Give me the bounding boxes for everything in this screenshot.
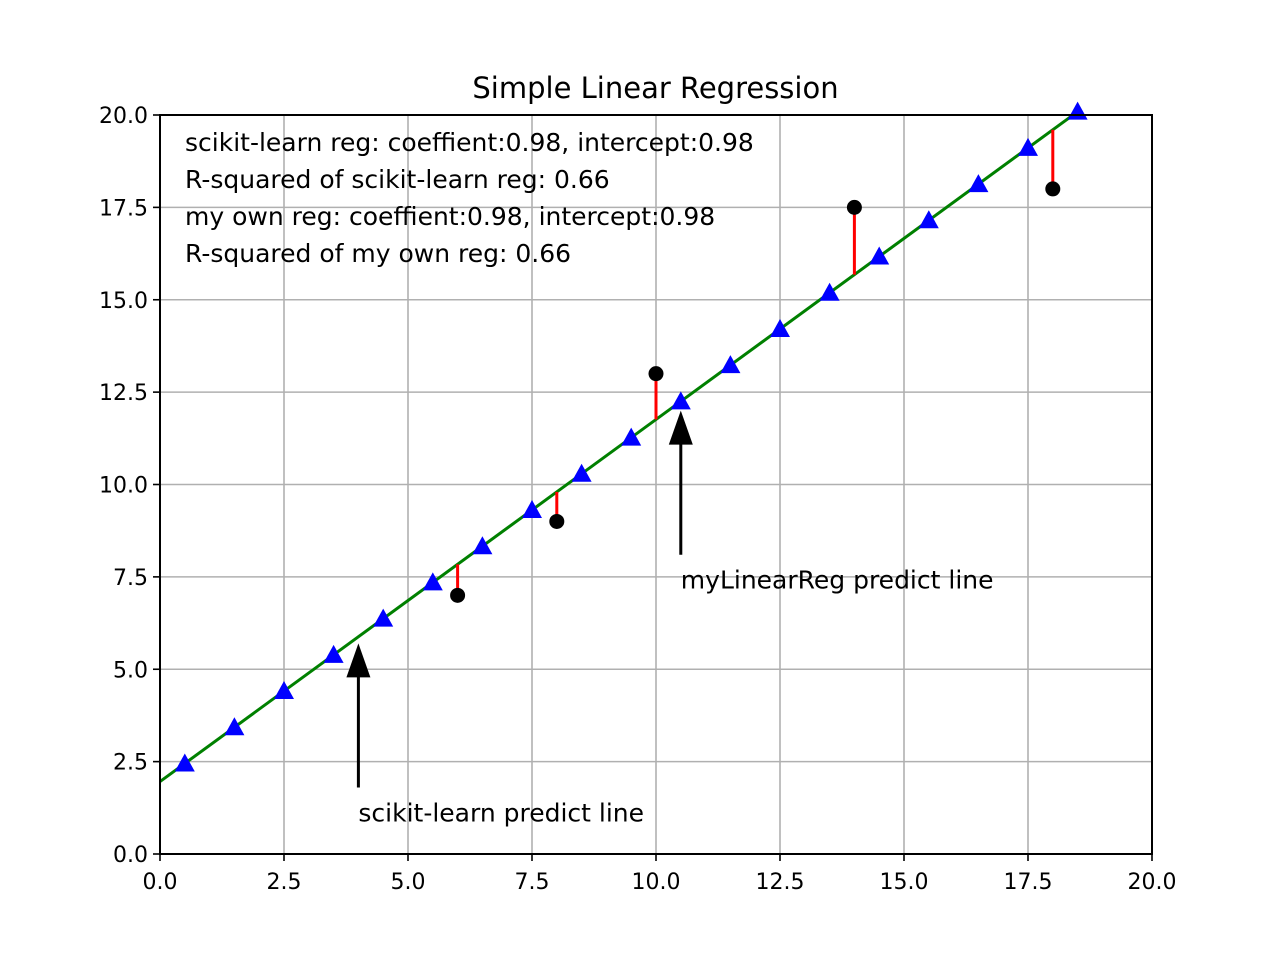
predicted-point	[224, 717, 245, 736]
y-tick-label: 15.0	[99, 289, 148, 314]
predicted-point	[770, 318, 790, 337]
predicted-point	[422, 572, 443, 591]
observed-point	[846, 199, 862, 215]
y-tick-label: 2.5	[113, 751, 148, 776]
predicted-point	[869, 246, 890, 265]
annotation-label: myLinearReg predict line	[681, 566, 994, 595]
x-tick-label: 20.0	[1128, 870, 1177, 895]
predicted-point	[472, 536, 493, 555]
predicted-point	[819, 282, 840, 301]
observed-point	[1045, 181, 1061, 197]
predicted-point	[522, 499, 542, 518]
x-tick-label: 12.5	[756, 870, 805, 895]
x-tick-label: 0.0	[143, 870, 178, 895]
residuals	[456, 129, 1055, 596]
annotation-arrow-head	[346, 643, 371, 678]
predicted-point	[174, 753, 195, 772]
x-tick-label: 7.5	[515, 870, 550, 895]
info-line-own-coef: my own reg: coeffient:0.98, intercept:0.…	[185, 202, 715, 231]
predicted-point	[1067, 101, 1088, 120]
chart-title: Simple Linear Regression	[472, 71, 838, 105]
observed-point	[450, 587, 466, 603]
y-tick-label: 20.0	[99, 104, 148, 129]
info-line-sklearn-r2: R-squared of scikit-learn reg: 0.66	[185, 165, 610, 194]
x-tick-label: 2.5	[267, 870, 302, 895]
y-tick-label: 7.5	[113, 566, 148, 591]
observed-points	[450, 181, 1061, 603]
predicted-point	[323, 644, 344, 663]
predicted-point	[968, 174, 989, 193]
annotation-label: scikit-learn predict line	[358, 798, 644, 827]
annotation-arrow-head	[668, 410, 693, 445]
predicted-point	[274, 681, 294, 700]
y-tick-label: 10.0	[99, 474, 148, 499]
annotations: scikit-learn predict line myLinearReg pre…	[346, 410, 994, 827]
y-tick-label: 0.0	[113, 843, 148, 868]
predicted-point	[571, 463, 592, 482]
predicted-point	[720, 355, 741, 374]
y-tick-label: 5.0	[113, 658, 148, 683]
axes: 0.0 2.5 5.0 7.5 10.0 12.5 15.0 17.5 20.0 0.0 2.5 5.…	[99, 104, 1176, 895]
observed-point	[549, 513, 565, 529]
info-line-own-r2: R-squared of my own reg: 0.66	[185, 239, 571, 268]
observed-point	[648, 366, 664, 382]
predicted-point	[670, 391, 691, 410]
predicted-point	[373, 608, 394, 627]
info-line-sklearn-coef: scikit-learn reg: coeffient:0.98, interc…	[185, 128, 754, 157]
y-tick-label: 17.5	[99, 196, 148, 221]
info-box: scikit-learn reg: coeffient:0.98, interc…	[185, 128, 754, 268]
predicted-point	[621, 427, 642, 446]
y-tick-label: 12.5	[99, 381, 148, 406]
predicted-points	[174, 101, 1088, 772]
x-tick-label: 15.0	[880, 870, 929, 895]
x-tick-label: 10.0	[632, 870, 681, 895]
predicted-point	[918, 210, 939, 229]
predicted-point	[1018, 137, 1038, 156]
x-tick-label: 5.0	[391, 870, 426, 895]
x-tick-label: 17.5	[1004, 870, 1053, 895]
